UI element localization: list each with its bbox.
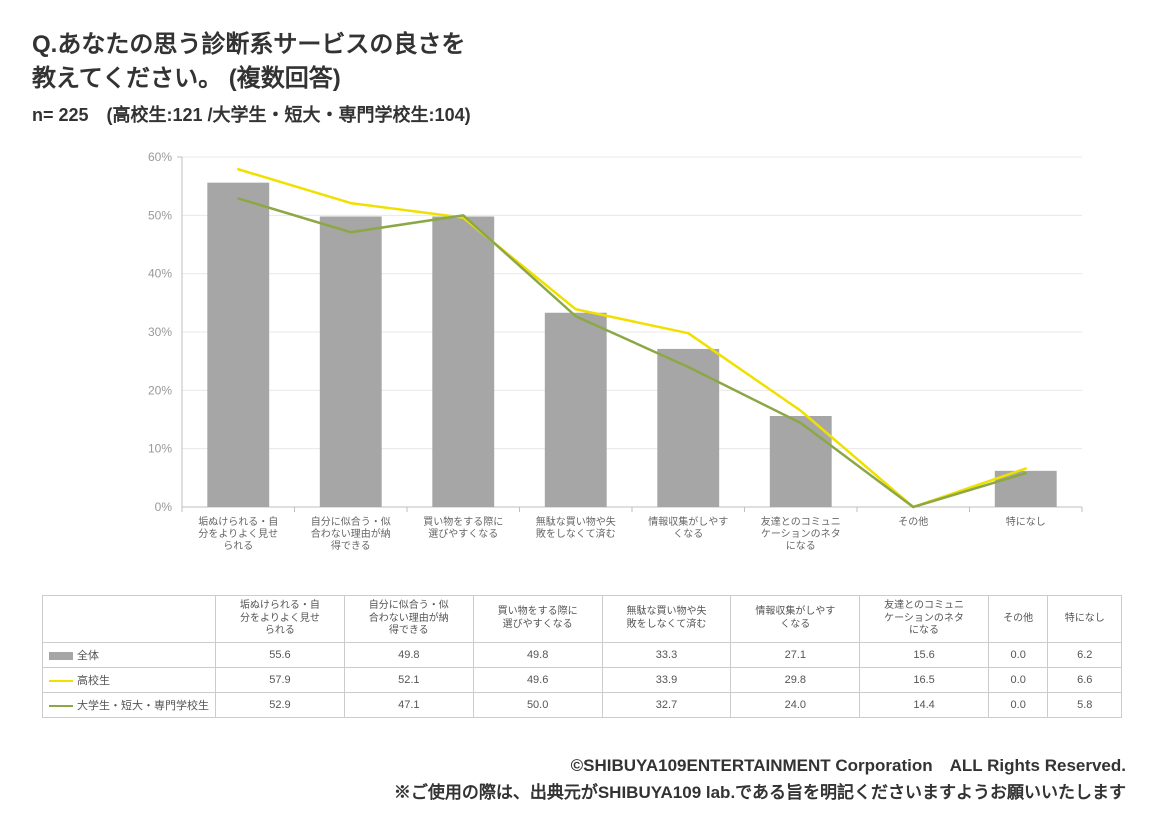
table-cell: 49.6 xyxy=(473,667,602,692)
table-cell: 16.5 xyxy=(860,667,989,692)
question-title-line1: Q.あなたの思う診断系サービスの良さを xyxy=(32,28,1128,62)
svg-text:40%: 40% xyxy=(148,267,172,281)
credits-block: ©SHIBUYA109ENTERTAINMENT Corporation ALL… xyxy=(394,752,1126,806)
table-cell: 49.8 xyxy=(344,642,473,667)
table-cell: 15.6 xyxy=(860,642,989,667)
bar xyxy=(657,349,719,507)
category-label: 得できる xyxy=(331,540,371,552)
table-col-header: 無駄な買い物や失敗をしなくて済む xyxy=(602,596,731,643)
bar xyxy=(320,217,382,508)
table-col-header: 情報収集がしやすくなる xyxy=(731,596,860,643)
chart-container: 0% 10% 20% 30% 40% 50% 60% 垢ぬけられる・自分をよりよく見せられる 自… xyxy=(92,147,1092,587)
table-cell: 33.3 xyxy=(602,642,731,667)
table-row-header: 大学生・短大・専門学校生 xyxy=(43,692,216,717)
data-table: 垢ぬけられる・自分をよりよく見せられる自分に似合う・似合わない理由が納得できる買… xyxy=(42,595,1122,718)
bar xyxy=(545,313,607,507)
table-col-header: 特になし xyxy=(1048,596,1122,643)
category-label: ケーションのネタ xyxy=(761,528,841,540)
category-label: くなる xyxy=(673,528,703,540)
table-cell: 49.8 xyxy=(473,642,602,667)
chart-svg: 0% 10% 20% 30% 40% 50% 60% 垢ぬけられる・自分をよりよく見せられる 自… xyxy=(92,147,1092,587)
svg-text:10%: 10% xyxy=(148,442,172,456)
table-cell: 32.7 xyxy=(602,692,731,717)
line-swatch-icon xyxy=(49,705,73,707)
bar xyxy=(432,217,494,508)
table-cell: 6.2 xyxy=(1048,642,1122,667)
category-label: 垢ぬけられる・自 xyxy=(198,515,278,528)
table-col-header: 自分に似合う・似合わない理由が納得できる xyxy=(344,596,473,643)
table-cell: 52.9 xyxy=(216,692,345,717)
category-label: 合わない理由が納 xyxy=(311,527,391,540)
table-cell: 0.0 xyxy=(988,692,1048,717)
category-label: 敗をしなくて済む xyxy=(536,527,616,540)
svg-text:0%: 0% xyxy=(155,500,173,514)
category-label: られる xyxy=(223,540,253,552)
table-col-header: 友達とのコミュニケーションのネタになる xyxy=(860,596,989,643)
table-cell: 0.0 xyxy=(988,667,1048,692)
category-label: その他 xyxy=(898,515,928,528)
table-cell: 6.6 xyxy=(1048,667,1122,692)
category-label: になる xyxy=(786,540,816,552)
category-label: 分をよりよく見せ xyxy=(198,528,278,540)
category-label: 特になし xyxy=(1006,516,1046,528)
title-block: Q.あなたの思う診断系サービスの良さを 教えてください。 (複数回答) n= 2… xyxy=(32,28,1128,127)
table-cell: 0.0 xyxy=(988,642,1048,667)
category-label: 情報収集がしやす xyxy=(648,515,728,528)
question-title-line2: 教えてください。 (複数回答) xyxy=(32,62,1128,96)
table-cell: 57.9 xyxy=(216,667,345,692)
table-cell: 47.1 xyxy=(344,692,473,717)
table-cell: 24.0 xyxy=(731,692,860,717)
table-row-header: 全体 xyxy=(43,642,216,667)
bar-swatch-icon xyxy=(49,652,73,660)
category-label: 買い物をする際に xyxy=(423,515,503,528)
table-cell: 14.4 xyxy=(860,692,989,717)
svg-text:20%: 20% xyxy=(148,384,172,398)
table-cell: 33.9 xyxy=(602,667,731,692)
table-cell: 55.6 xyxy=(216,642,345,667)
table-col-header: 買い物をする際に選びやすくなる xyxy=(473,596,602,643)
series-name: 全体 xyxy=(77,650,99,662)
credit-line2: ※ご使用の際は、出典元がSHIBUYA109 lab.である旨を明記くださいます… xyxy=(394,779,1126,806)
table-col-header: その他 xyxy=(988,596,1048,643)
table-cell: 52.1 xyxy=(344,667,473,692)
table-cell: 27.1 xyxy=(731,642,860,667)
svg-text:50%: 50% xyxy=(148,209,172,223)
category-label: 選びやすくなる xyxy=(428,527,498,540)
table-cell: 5.8 xyxy=(1048,692,1122,717)
series-name: 高校生 xyxy=(77,675,110,687)
table-cell: 29.8 xyxy=(731,667,860,692)
table-corner xyxy=(43,596,216,643)
svg-text:60%: 60% xyxy=(148,150,172,164)
series-name: 大学生・短大・専門学校生 xyxy=(77,700,209,712)
svg-text:30%: 30% xyxy=(148,325,172,339)
table-col-header: 垢ぬけられる・自分をよりよく見せられる xyxy=(216,596,345,643)
table-cell: 50.0 xyxy=(473,692,602,717)
category-label: 自分に似合う・似 xyxy=(311,515,391,528)
bar xyxy=(207,183,269,507)
category-label: 無駄な買い物や失 xyxy=(536,515,616,528)
credit-line1: ©SHIBUYA109ENTERTAINMENT Corporation ALL… xyxy=(394,752,1126,779)
line-swatch-icon xyxy=(49,680,73,682)
table-row-header: 高校生 xyxy=(43,667,216,692)
sample-size-subtitle: n= 225 (高校生:121 /大学生・短大・専門学校生:104) xyxy=(32,101,1128,127)
category-label: 友達とのコミュニ xyxy=(761,515,841,528)
